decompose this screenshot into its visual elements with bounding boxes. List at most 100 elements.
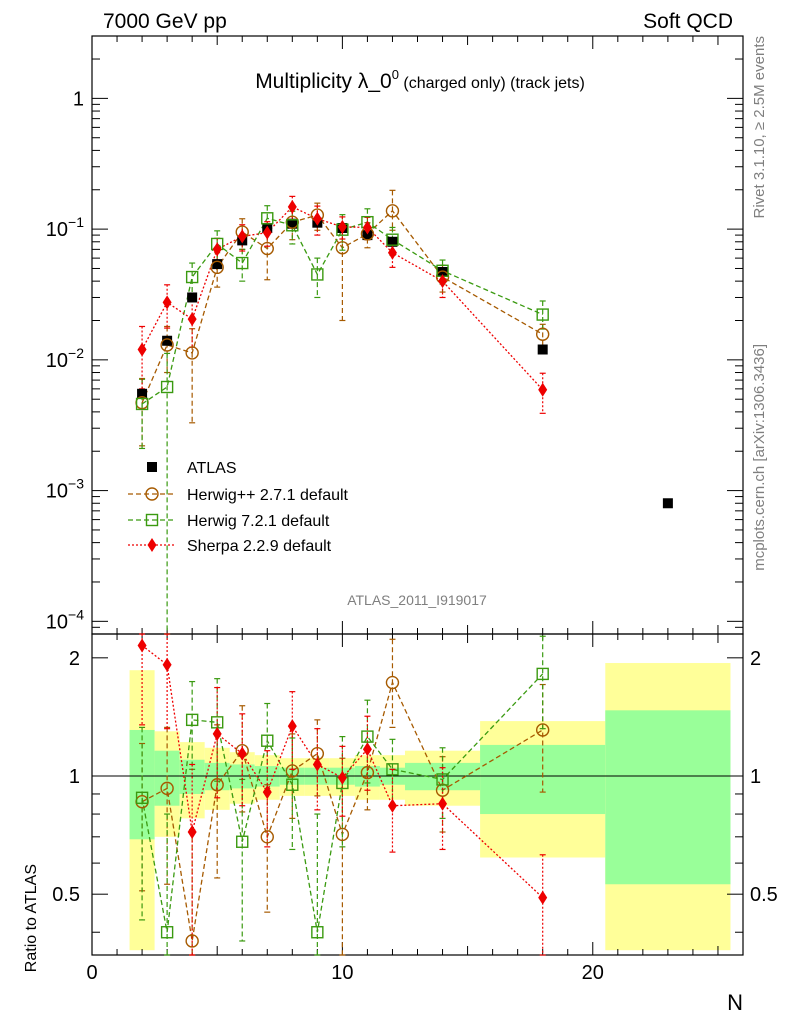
legend-marker-2 [145,513,159,527]
legend-marker-1 [145,487,159,501]
marker-main-1-2 [185,270,199,284]
y-main-tick-base: 10 [46,219,68,241]
marker-main-2-3 [212,242,222,257]
atlas-point-12 [537,344,548,355]
chart-title: Multiplicity λ_00 (charged only) (track … [255,67,585,93]
marker-main-0-5 [260,241,274,256]
marker-ratio-2-9 [362,742,372,757]
marker-ratio-0-12 [535,723,550,737]
marker-ratio-0-2 [185,934,199,948]
legend-marker-3 [147,538,157,552]
y-main-tick-base: 10 [46,350,68,372]
y-ratio-tick-label-left-0: 0.5 [52,884,80,906]
marker-ratio-1-4 [236,835,249,848]
legend-label-0: ATLAS [187,460,237,477]
y-ratio-tick-label-right-0: 0.5 [750,884,778,906]
marker-main-2-2 [187,312,197,327]
marker-main-1-5 [261,212,274,225]
atlas-point-2 [187,292,198,303]
atlas-point-10 [387,236,398,247]
y-main-tick-exp: −3 [68,476,84,492]
atlas-point-6 [287,218,298,229]
marker-ratio-1-2 [185,713,199,727]
y-main-tick-base: 10 [46,481,68,503]
header-left: 7000 GeV pp [103,10,227,33]
x-tick-label-0: 0 [86,962,97,984]
marker-ratio-2-3 [212,726,222,741]
marker-main-0-8 [335,241,350,255]
marker-ratio-0-10 [385,675,400,690]
y-main-tick-exp: −1 [68,214,84,230]
marker-main-1-1 [160,380,174,394]
marker-main-0-12 [535,327,550,341]
x-axis-label: N [727,990,743,1015]
marker-ratio-1-11 [436,773,449,786]
marker-main-0-3 [210,260,224,275]
marker-ratio-0-1 [160,781,174,796]
legend-label-3: Sherpa 2.2.9 default [187,538,332,555]
marker-ratio-2-7 [312,757,322,772]
marker-ratio-2-10 [387,798,397,813]
marker-main-2-5 [262,225,272,240]
marker-main-0-10 [385,204,400,218]
y-main-tick-label-2: 10−2 [46,345,84,372]
marker-main-2-1 [162,295,172,310]
marker-main-2-9 [362,220,372,235]
marker-ratio-2-4 [237,746,247,761]
marker-ratio-1-9 [361,730,374,743]
y-main-tick-exp: −2 [68,345,84,361]
y-ratio-tick-label-left-2: 2 [69,648,80,670]
marker-ratio-1-1 [160,926,174,939]
ratio-axis-label: Ratio to ATLAS [23,864,40,972]
y-ratio-tick-label-right-2: 2 [750,648,761,670]
rivet-version-label: Rivet 3.1.10, ≥ 2.5M events [751,36,768,219]
atlas-point-1 [162,335,173,346]
marker-ratio-2-5 [262,785,272,800]
marker-ratio-2-11 [438,796,448,811]
y-main-tick-label-1: 10−3 [46,476,84,503]
atlas-point-0 [137,388,148,399]
marker-ratio-2-0 [137,638,147,653]
header-right: Soft QCD [643,10,733,33]
series-line-ratio-1 [141,673,544,933]
legend-marker-0 [147,462,157,472]
marker-ratio-0-9 [360,765,375,780]
marker-ratio-0-5 [260,830,274,844]
marker-ratio-1-0 [135,791,149,805]
marker-ratio-2-12 [538,890,548,905]
marker-main-2-10 [387,245,397,260]
marker-main-1-12 [536,308,549,321]
y-main-tick-label-3: 10−1 [46,214,84,241]
marker-main-2-7 [312,211,322,226]
marker-ratio-1-12 [536,667,549,681]
data-markers [135,199,673,948]
band-green-13 [605,710,731,885]
x-tick-label-20: 20 [582,962,604,984]
y-main-tick-base: 1 [73,88,84,110]
marker-ratio-0-3 [210,778,224,792]
marker-main-1-4 [236,256,249,270]
y-main-tick-label-4: 1 [73,88,84,110]
marker-main-2-0 [137,342,147,357]
analysis-label: ATLAS_2011_I919017 [347,592,487,608]
ratio-uncertainty-bands [129,663,731,951]
marker-ratio-2-2 [187,825,197,840]
y-ratio-tick-label-right-1: 1 [750,766,761,788]
marker-ratio-1-6 [286,778,299,791]
y-ratio-tick-label-left-1: 1 [69,766,80,788]
marker-ratio-2-6 [287,719,297,734]
legend-label-2: Herwig 7.2.1 default [187,513,330,530]
marker-main-0-2 [185,346,199,360]
legend-label-1: Herwig++ 2.7.1 default [187,487,349,504]
marker-ratio-0-11 [435,783,450,797]
marker-ratio-0-8 [335,827,350,842]
marker-main-2-11 [438,274,448,289]
marker-main-0-1 [160,338,174,352]
atlas-point-9 [362,230,373,241]
legend: ATLAS Herwig++ 2.7.1 default Herwig 7.2.1 … [128,460,349,555]
marker-ratio-1-10 [386,763,399,776]
marker-main-2-8 [337,219,347,234]
marker-ratio-2-1 [162,657,172,672]
marker-ratio-0-6 [285,764,300,778]
